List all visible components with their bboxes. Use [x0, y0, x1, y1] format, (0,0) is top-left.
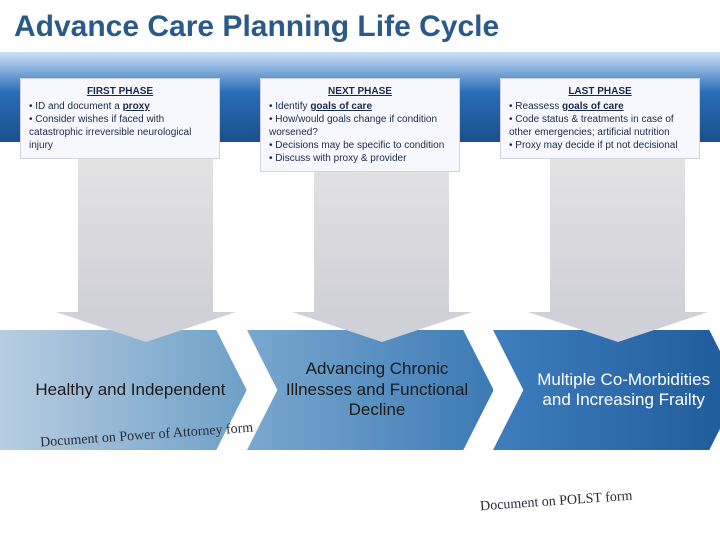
phase-title: LAST PHASE — [509, 85, 691, 98]
phase-first: FIRST PHASE ID and document a proxyConsi… — [20, 78, 220, 172]
chevron-frailty: Multiple Co-Morbidities and Increasing F… — [493, 330, 720, 450]
chevron-label: Multiple Co-Morbidities and Increasing F… — [527, 370, 720, 411]
phase-bullets: ID and document a proxyConsider wishes i… — [29, 100, 211, 152]
chevron-label: Healthy and Independent — [35, 380, 225, 400]
phase-title: NEXT PHASE — [269, 85, 451, 98]
phase-box: FIRST PHASE ID and document a proxyConsi… — [20, 78, 220, 159]
phase-bullets: Identify goals of careHow/would goals ch… — [269, 100, 451, 165]
phase-next: NEXT PHASE Identify goals of careHow/wou… — [260, 78, 460, 172]
phase-last: LAST PHASE Reassess goals of careCode st… — [500, 78, 700, 172]
phase-title: FIRST PHASE — [29, 85, 211, 98]
note-polst: Document on POLST form — [480, 489, 633, 516]
phase-box: LAST PHASE Reassess goals of careCode st… — [500, 78, 700, 159]
phase-box: NEXT PHASE Identify goals of careHow/wou… — [260, 78, 460, 172]
page-title: Advance Care Planning Life Cycle — [0, 0, 720, 50]
phase-row: FIRST PHASE ID and document a proxyConsi… — [0, 78, 720, 172]
chevron-advancing: Advancing Chronic Illnesses and Function… — [247, 330, 494, 450]
chevron-label: Advancing Chronic Illnesses and Function… — [281, 359, 474, 420]
phase-bullets: Reassess goals of careCode status & trea… — [509, 100, 691, 152]
